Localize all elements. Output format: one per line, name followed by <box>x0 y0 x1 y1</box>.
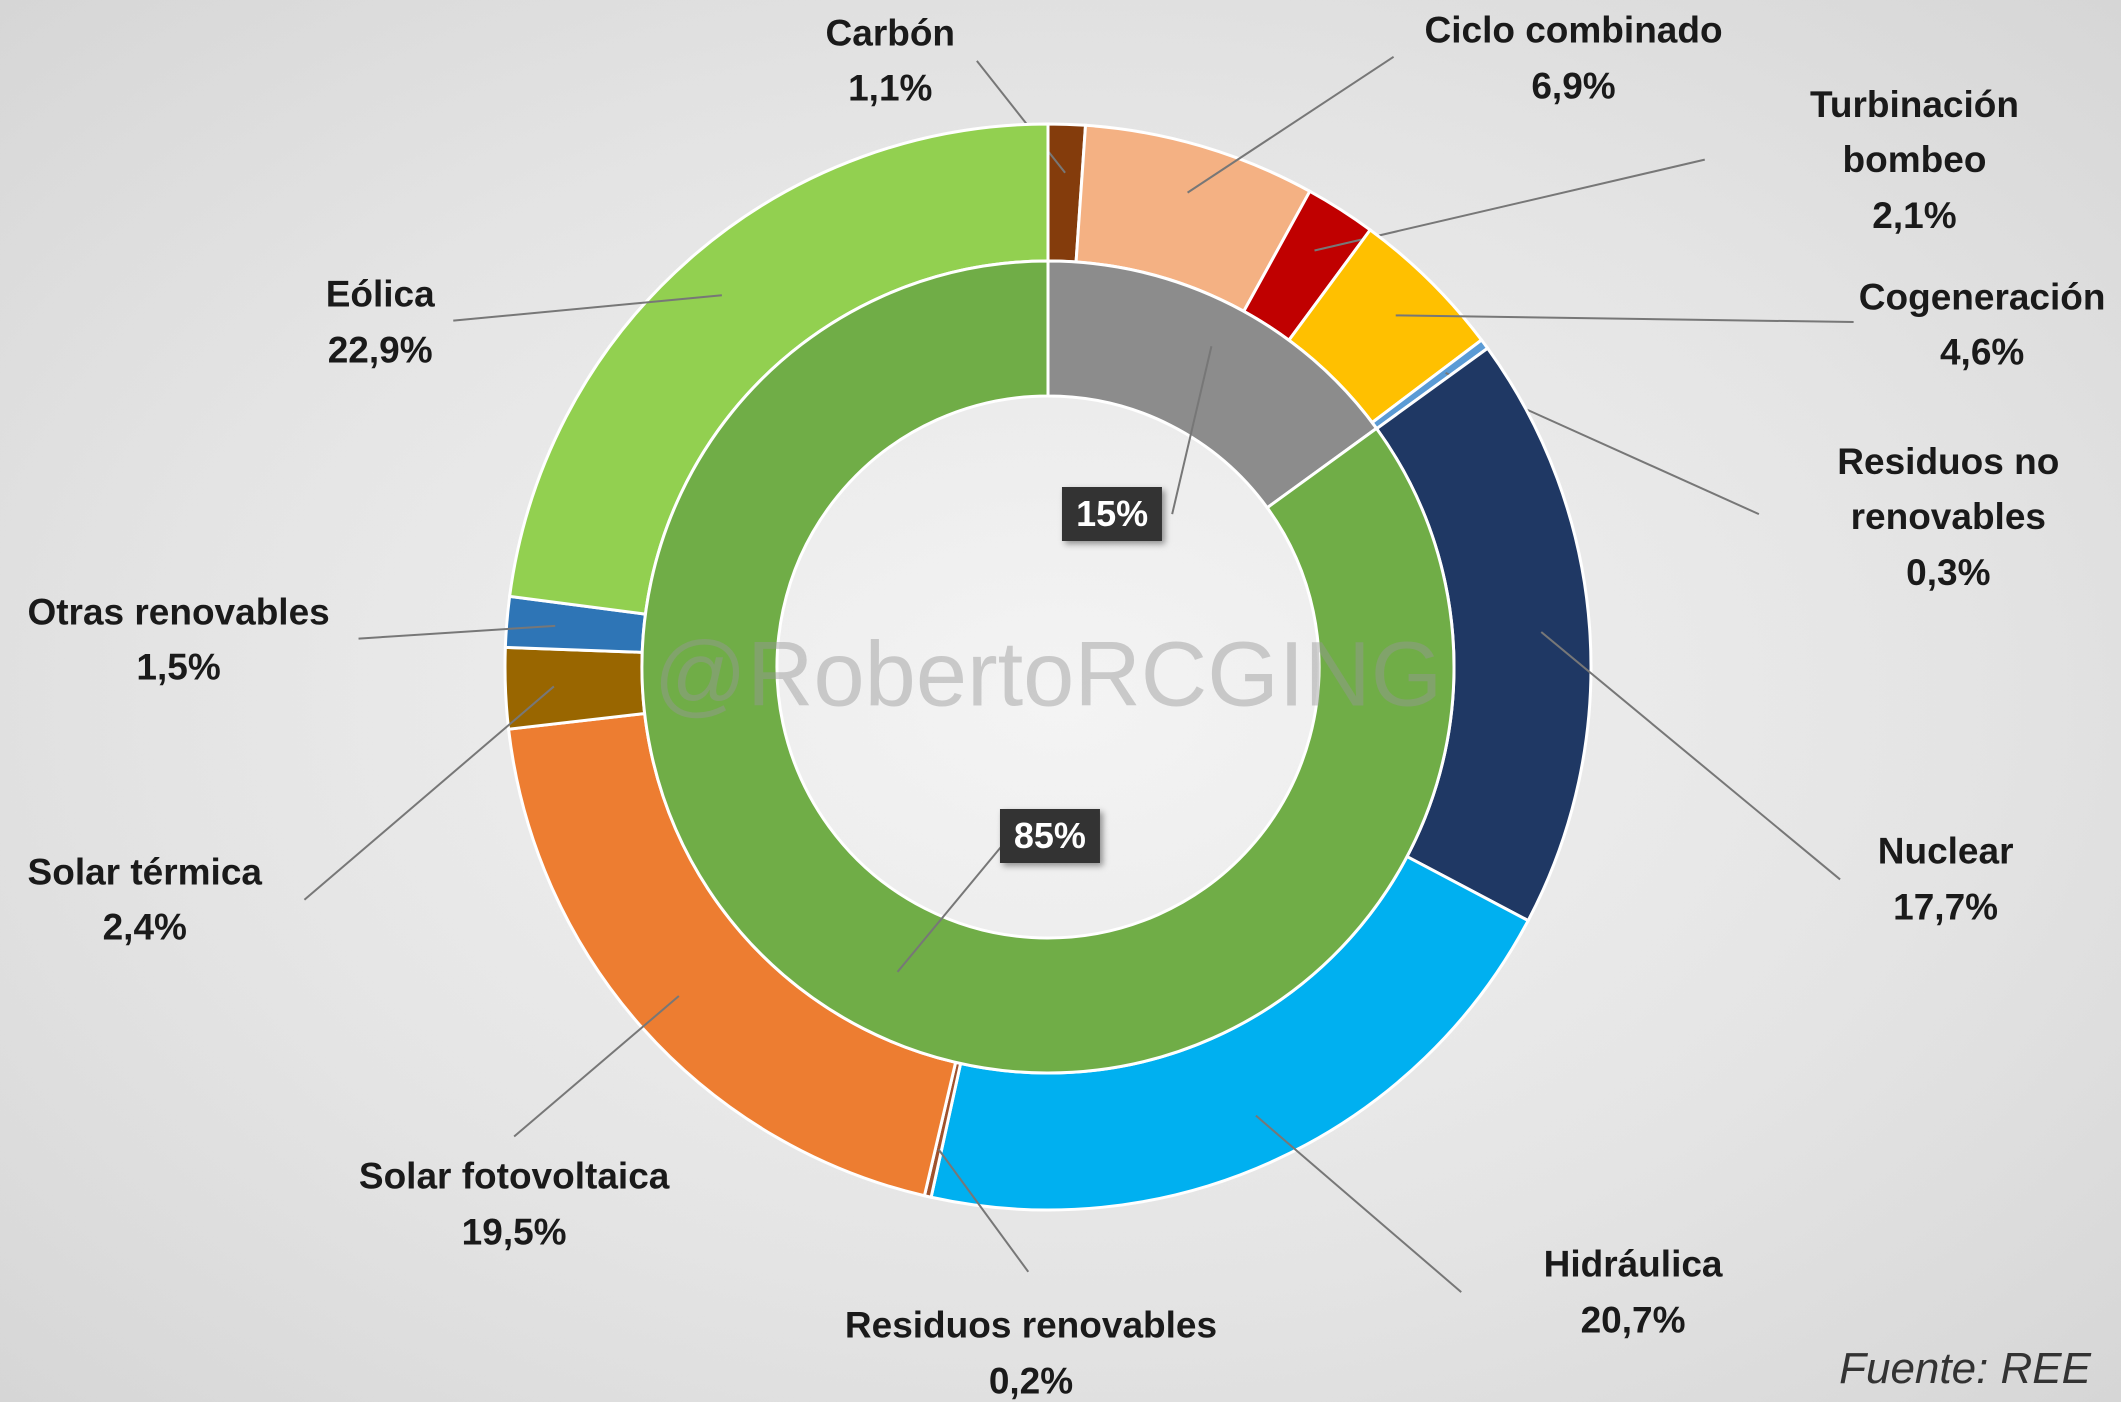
slice-label: Residuos renovables 0,2% <box>845 1298 1217 1402</box>
value-label: 0,2% <box>988 1360 1074 1401</box>
leader-line <box>1187 55 1395 194</box>
slice-label: Cogeneración 4,6% <box>1859 269 2106 380</box>
value-label: 2,1% <box>1872 194 1957 236</box>
leader-line <box>358 624 556 640</box>
slice-label: Nuclear 17,7% <box>1878 824 2014 935</box>
category-name: Hidráulica <box>1543 1243 1723 1285</box>
category-name: Residuos no renovables <box>1837 440 2060 538</box>
slice-label: Turbinación bombeo 2,1% <box>1810 76 2019 243</box>
value-label: 17,7% <box>1893 886 1999 928</box>
leader-line <box>1540 631 1841 881</box>
value-label: 19,5% <box>461 1211 567 1253</box>
value-label: 1,5% <box>136 646 221 688</box>
value-label: 2,4% <box>102 906 187 948</box>
slice-label: Residuos no renovables 0,3% <box>1813 434 2083 601</box>
category-name: Carbón <box>825 12 956 54</box>
category-name: Solar fotovoltaica <box>358 1155 670 1197</box>
leader-line <box>896 835 1011 973</box>
slice-label: Ciclo combinado 6,9% <box>1424 3 1722 114</box>
value-label: 4,6% <box>1939 331 2025 373</box>
category-name: Cogeneración <box>1858 276 2106 318</box>
leader-line <box>1171 346 1213 515</box>
leader-line <box>937 1148 1030 1273</box>
value-label: 22,9% <box>327 329 433 370</box>
leader-line <box>976 60 1066 174</box>
value-label: 20,7% <box>1580 1299 1686 1341</box>
slice-label: Otras renovables 1,5% <box>27 584 329 695</box>
slice-label: Hidráulica 20,7% <box>1544 1237 1723 1348</box>
slice-label: Eólica 22,9% <box>326 267 435 378</box>
category-name: Turbinación bombeo <box>1809 83 2019 180</box>
category-name: Solar térmica <box>27 851 262 893</box>
watermark: @RobertoRCGING <box>653 623 1443 726</box>
value-label: 1,1% <box>848 67 933 109</box>
source: Fuente: REE <box>1839 1344 2091 1393</box>
slice-label: Carbón 1,1% <box>826 5 956 116</box>
category-name: Ciclo combinado <box>1424 9 1723 51</box>
value-label: 15% <box>1062 487 1163 542</box>
leader-line <box>303 685 555 901</box>
category-name: Residuos renovables <box>844 1304 1218 1346</box>
donut-slice <box>640 259 1456 1075</box>
value-label: 6,9% <box>1531 65 1616 107</box>
category-name: Otras renovables <box>27 591 330 633</box>
donut-slice <box>503 645 647 731</box>
leader-line <box>1255 1114 1462 1293</box>
category-name: Nuclear <box>1877 830 2014 872</box>
slice-label: Solar fotovoltaica 19,5% <box>359 1149 669 1260</box>
category-name: Eólica <box>325 273 435 315</box>
leader-line <box>453 294 722 322</box>
slice-label: Solar térmica 2,4% <box>28 844 262 955</box>
value-label: 0,3% <box>1906 551 1991 593</box>
value-label: 85% <box>999 809 1100 864</box>
leader-line <box>1395 314 1854 324</box>
leader-line <box>513 995 680 1138</box>
